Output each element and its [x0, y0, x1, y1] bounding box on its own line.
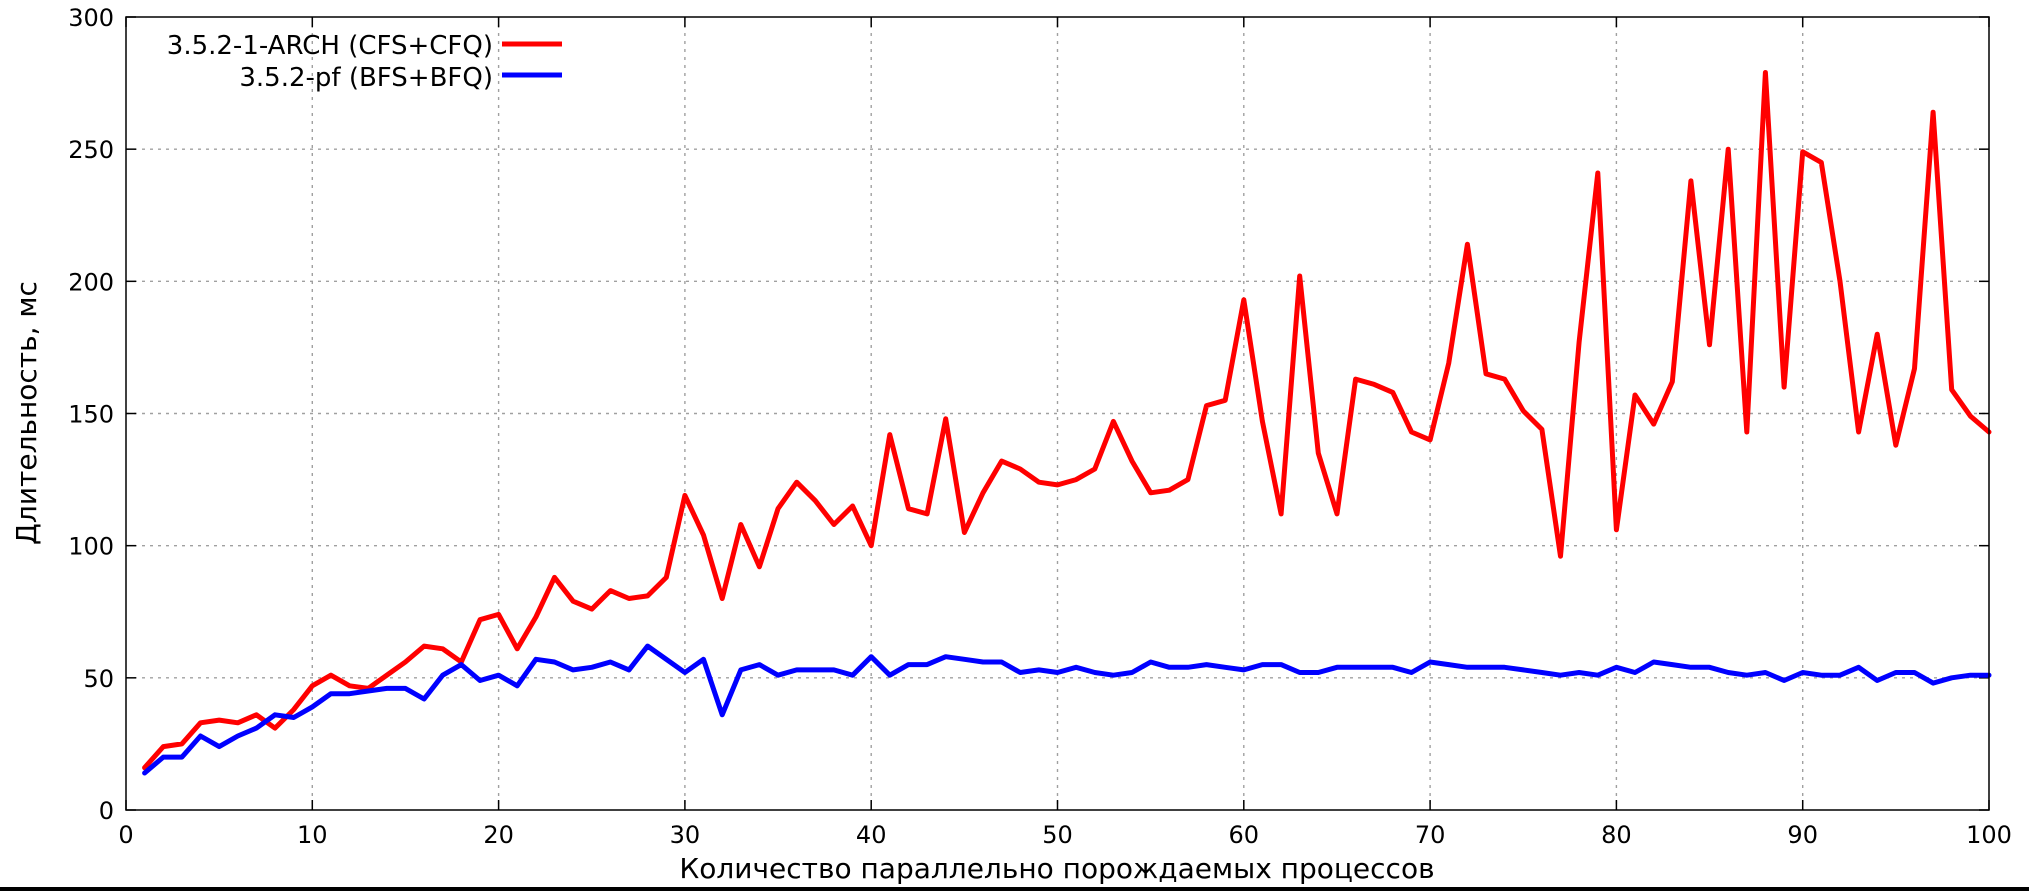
y-tick-labels: 0 50 100 150 200 250 300: [68, 4, 114, 825]
x-tick-label: 60: [1229, 821, 1260, 849]
x-tick-label: 80: [1601, 821, 1632, 849]
x-axis-label: Количество параллельно порождаемых проце…: [679, 852, 1434, 885]
x-tick-labels: 0 10 20 30 40 50 60 70 80 90 100: [118, 821, 2012, 849]
x-tick-label: 50: [1042, 821, 1073, 849]
series-line-1: [142, 70, 1992, 771]
x-tick-label: 20: [483, 821, 514, 849]
y-tick-label: 250: [68, 136, 114, 164]
legend-label-series-1: 3.5.2-1-ARCH (CFS+CFQ): [167, 31, 493, 61]
x-tick-label: 100: [1966, 821, 2012, 849]
series-line-2: [142, 643, 1992, 776]
y-tick-label: 100: [68, 533, 114, 561]
plot-frame: [125, 16, 1990, 811]
x-tick-label: 30: [670, 821, 701, 849]
x-tick-label: 40: [856, 821, 887, 849]
y-tick-label: 200: [68, 268, 114, 296]
series-lines: [142, 70, 1992, 776]
y-tick-label: 300: [68, 4, 114, 32]
x-tick-label: 0: [118, 821, 133, 849]
y-tick-label: 0: [99, 797, 114, 825]
legend-label-series-2: 3.5.2-pf (BFS+BFQ): [239, 63, 493, 93]
y-axis-label: Длительность, мс: [10, 281, 43, 545]
y-tick-label: 50: [83, 665, 114, 693]
x-tick-label: 90: [1787, 821, 1818, 849]
legend: 3.5.2-1-ARCH (CFS+CFQ) 3.5.2-pf (BFS+BFQ…: [167, 31, 562, 93]
y-tick-label: 150: [68, 401, 114, 429]
x-tick-label: 70: [1415, 821, 1446, 849]
grid-lines: [126, 17, 1989, 810]
x-tick-label: 10: [297, 821, 328, 849]
